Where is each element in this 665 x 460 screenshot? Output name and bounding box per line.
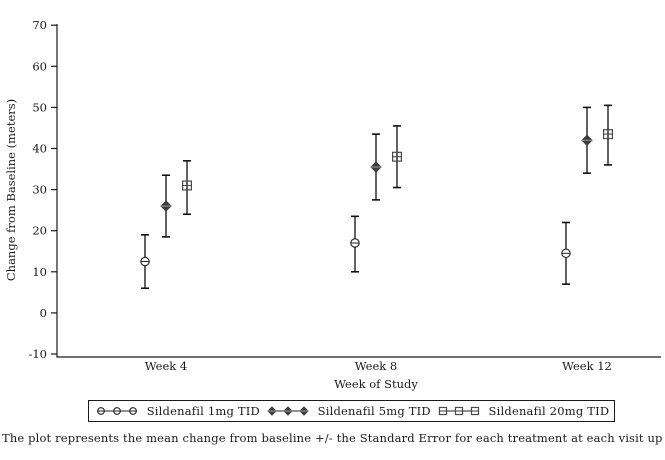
y-tick-label: 0 xyxy=(40,306,47,320)
marker-square-minus xyxy=(438,406,447,416)
marker-square-minus xyxy=(182,180,193,191)
y-tick-label: 30 xyxy=(32,183,47,197)
x-category-label: Week 12 xyxy=(562,359,612,373)
caption: The plot represents the mean change from… xyxy=(2,431,665,445)
y-tick-label: -10 xyxy=(28,347,47,361)
x-category-label: Week 4 xyxy=(145,359,187,373)
y-tick-label: 20 xyxy=(32,224,47,238)
legend-symbol-diamond-filled xyxy=(266,406,309,416)
series-2 xyxy=(160,106,593,238)
y-tick-label: 50 xyxy=(32,100,47,114)
marker-square-minus xyxy=(454,406,463,416)
chart-svg: Change from Baseline (meters) Week of St… xyxy=(4,18,661,391)
plot-axes: 70 60 50 40 30 20 10 0 -10 Week 4 Week 8 Week 12 xyxy=(28,18,661,373)
marker-square-minus xyxy=(392,151,403,162)
marker-diamond-filled xyxy=(298,406,309,416)
legend-label: Sildenafil 5mg TID xyxy=(317,404,431,418)
legend-symbol-square-minus xyxy=(438,406,479,416)
y-axis-title: Change from Baseline (meters) xyxy=(4,99,18,281)
legend-symbol-circle-minus xyxy=(96,407,137,415)
series-1 xyxy=(140,215,571,290)
legend-item-2: Sildenafil 5mg TID xyxy=(265,404,431,418)
marker-circle-minus xyxy=(128,407,137,415)
marker-circle-minus xyxy=(350,238,360,248)
y-tick-label: 70 xyxy=(32,18,47,32)
marker-diamond-filled xyxy=(370,161,382,173)
marker-diamond-filled xyxy=(581,134,593,146)
marker-diamond-filled xyxy=(160,200,172,212)
series-3 xyxy=(182,104,613,216)
legend: Sildenafil 1mg TID Sildenafil 5mg TID Sild… xyxy=(88,400,615,422)
legend-label: Sildenafil 20mg TID xyxy=(488,404,610,418)
marker-circle-minus xyxy=(112,407,121,415)
x-category-label: Week 8 xyxy=(355,359,397,373)
legend-item-3: Sildenafil 20mg TID xyxy=(436,404,610,418)
plot-series xyxy=(140,104,613,290)
marker-circle-minus xyxy=(140,256,150,267)
marker-circle-minus xyxy=(96,407,105,415)
legend-label: Sildenafil 1mg TID xyxy=(146,404,260,418)
error-bar xyxy=(604,104,612,166)
marker-square-minus xyxy=(602,129,613,140)
y-tick-label: 60 xyxy=(32,59,47,73)
x-axis-title: Week of Study xyxy=(334,377,418,391)
marker-diamond-filled xyxy=(282,406,293,416)
marker-circle-minus xyxy=(561,248,571,259)
legend-item-1: Sildenafil 1mg TID xyxy=(94,404,260,418)
y-tick-label: 10 xyxy=(32,265,47,279)
marker-square-minus xyxy=(470,406,479,416)
axis-lines xyxy=(56,24,661,358)
y-tick-label: 40 xyxy=(32,142,47,156)
error-bar xyxy=(183,160,191,216)
marker-diamond-filled xyxy=(266,406,277,416)
